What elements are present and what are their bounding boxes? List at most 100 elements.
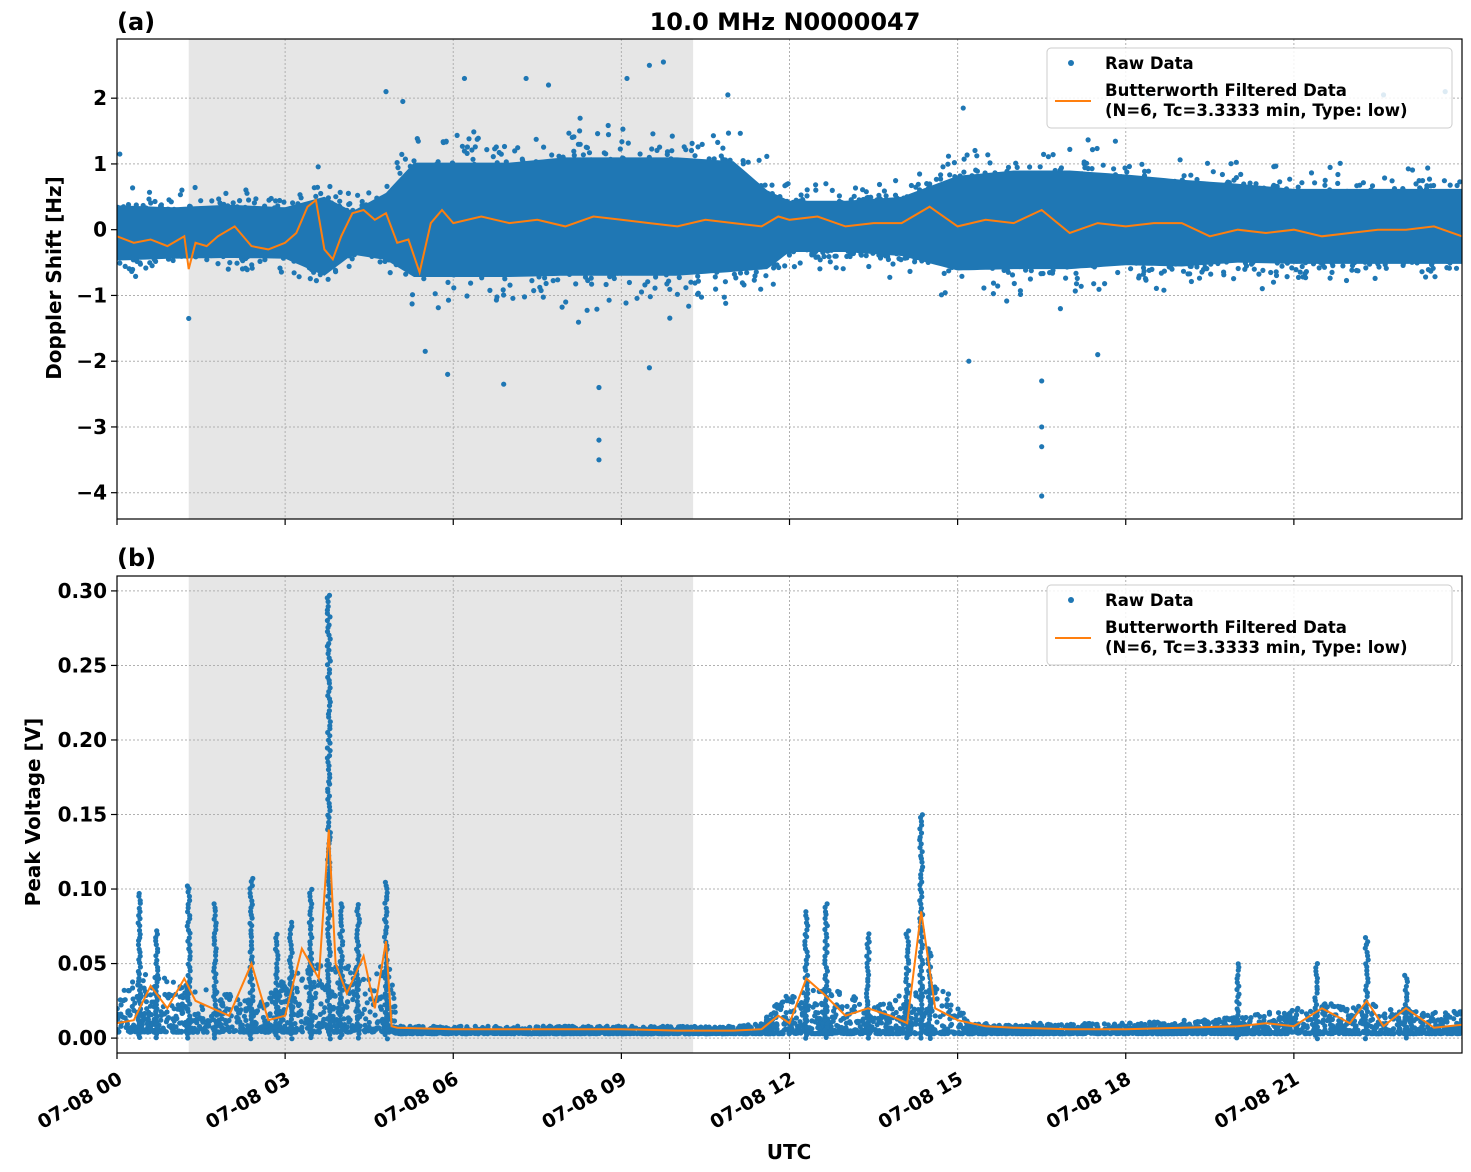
raw-data-point xyxy=(586,150,593,156)
raw-data-point xyxy=(938,176,944,182)
raw-data-point xyxy=(510,295,516,301)
raw-data-point xyxy=(315,164,321,170)
raw-data-point xyxy=(529,278,535,284)
raw-data-point xyxy=(170,257,176,264)
raw-data-point xyxy=(1204,160,1211,166)
raw-data-point xyxy=(1270,279,1277,285)
raw-data-point xyxy=(782,183,788,189)
raw-data-point xyxy=(860,187,866,193)
raw-data-point xyxy=(484,147,490,153)
raw-data-point xyxy=(580,152,587,158)
raw-data-point xyxy=(470,156,476,162)
raw-data-point xyxy=(327,183,333,190)
raw-data-point xyxy=(1235,265,1241,272)
raw-data-point xyxy=(851,193,857,199)
raw-data-point xyxy=(550,278,556,284)
raw-data-point xyxy=(443,139,449,145)
raw-data-point xyxy=(549,152,555,158)
raw-data-point xyxy=(692,153,698,159)
raw-data-point xyxy=(1231,276,1237,282)
raw-data-point xyxy=(1354,183,1360,189)
raw-data-point xyxy=(649,146,655,152)
raw-data-point xyxy=(1289,265,1295,271)
raw-data-point xyxy=(664,281,670,287)
raw-data-point xyxy=(1009,272,1016,278)
raw-data-point xyxy=(333,194,339,200)
raw-data-point xyxy=(227,260,233,266)
raw-data-point xyxy=(1111,166,1117,172)
raw-data-point xyxy=(683,147,689,153)
raw-data-point xyxy=(1073,281,1080,287)
raw-data-point xyxy=(990,280,997,286)
raw-data-point xyxy=(502,276,508,282)
raw-data-point xyxy=(1256,271,1262,277)
raw-data-point xyxy=(1094,145,1100,152)
raw-data-point xyxy=(571,148,577,154)
raw-data-point xyxy=(1335,171,1341,178)
raw-data-point xyxy=(836,193,843,199)
raw-data-point xyxy=(349,256,355,262)
raw-data-point xyxy=(1277,179,1283,185)
raw-data-point xyxy=(938,172,944,178)
raw-data-point xyxy=(981,285,987,291)
raw-data-point xyxy=(676,274,682,281)
raw-data-point xyxy=(490,154,496,160)
raw-data-point xyxy=(829,187,835,193)
raw-data-point xyxy=(1343,277,1350,284)
raw-data-point xyxy=(251,200,257,206)
raw-data-point xyxy=(451,285,457,291)
raw-data-point xyxy=(733,275,739,281)
raw-data-point xyxy=(1303,269,1309,275)
raw-data-point xyxy=(325,276,331,282)
raw-data-point xyxy=(493,144,499,150)
raw-data-point xyxy=(158,202,164,208)
raw-data-point xyxy=(1293,267,1299,273)
raw-data-point xyxy=(243,187,249,193)
raw-data-point xyxy=(782,263,788,269)
raw-data-point xyxy=(240,258,246,264)
raw-data-point xyxy=(887,274,893,280)
raw-data-point xyxy=(652,285,658,291)
raw-data-point xyxy=(1253,181,1259,187)
raw-data-point xyxy=(1279,263,1285,269)
raw-data-point xyxy=(1299,180,1305,186)
raw-data-point xyxy=(143,265,149,271)
raw-data-point xyxy=(122,263,128,269)
raw-data-point xyxy=(985,152,991,158)
raw-data-point xyxy=(314,184,321,190)
raw-data-point xyxy=(786,252,793,258)
raw-data-point xyxy=(409,292,416,298)
raw-data-point xyxy=(692,280,698,286)
raw-data-point xyxy=(198,198,204,204)
raw-data-point xyxy=(146,189,153,195)
raw-data-point xyxy=(399,151,405,157)
raw-data-point xyxy=(1383,265,1389,271)
raw-data-point xyxy=(972,147,978,154)
raw-data-point xyxy=(215,261,221,267)
raw-data-point xyxy=(698,294,705,300)
raw-data-point xyxy=(1073,270,1079,276)
raw-data-point xyxy=(1419,269,1425,275)
raw-data-point xyxy=(1327,275,1333,281)
raw-data-point xyxy=(1271,164,1277,170)
raw-data-point xyxy=(577,115,583,121)
raw-data-point xyxy=(1004,298,1010,304)
raw-data-point xyxy=(148,200,154,206)
raw-data-point xyxy=(1363,265,1369,271)
raw-data-point xyxy=(1444,265,1450,271)
raw-data-point xyxy=(1085,137,1091,143)
raw-data-point xyxy=(1233,159,1239,165)
raw-data-point xyxy=(1210,169,1216,175)
raw-data-point xyxy=(1115,269,1121,276)
raw-data-point xyxy=(1416,178,1422,184)
raw-data-point xyxy=(945,161,951,167)
raw-data-point xyxy=(192,184,198,191)
raw-data-point xyxy=(974,168,981,174)
raw-data-point xyxy=(634,295,640,301)
raw-data-point xyxy=(725,130,732,136)
raw-data-point xyxy=(179,187,185,193)
raw-data-point xyxy=(1273,272,1280,279)
raw-data-point xyxy=(147,260,153,266)
raw-data-point xyxy=(941,270,947,276)
